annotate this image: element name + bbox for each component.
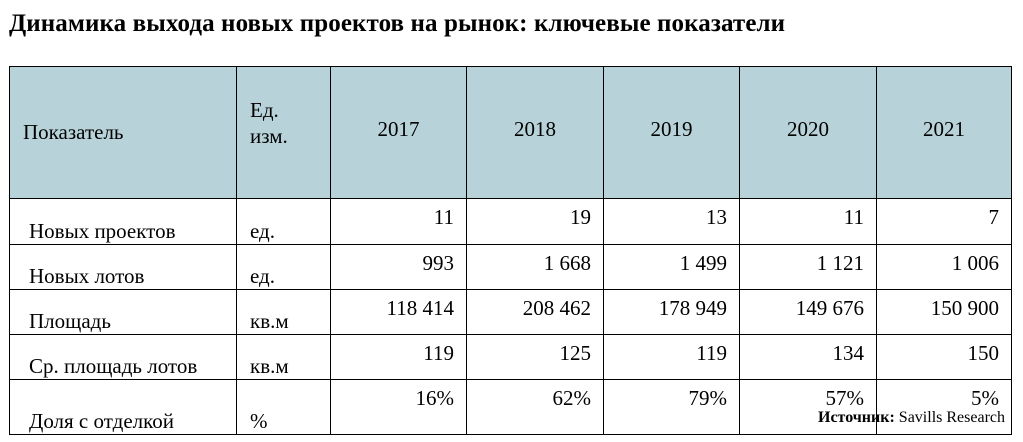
row-name: Новых лотов bbox=[9, 244, 237, 290]
header-unit-line1: Ед. bbox=[250, 97, 279, 122]
cell-value: 11 bbox=[330, 198, 467, 245]
cell-value: 1 668 bbox=[466, 244, 604, 290]
cell-value: 125 bbox=[466, 334, 604, 380]
indicators-table: Показатель Ед. изм. 2017 2018 2019 2020 2… bbox=[9, 66, 1012, 435]
cell-value: 118 414 bbox=[330, 289, 467, 335]
cell-value: 1 006 bbox=[876, 244, 1012, 290]
row-name: Ср. площадь лотов bbox=[9, 334, 237, 380]
table-header-row: Показатель Ед. изм. 2017 2018 2019 2020 2… bbox=[9, 66, 1012, 199]
row-unit: % bbox=[236, 379, 331, 435]
header-year-2017: 2017 bbox=[330, 66, 467, 199]
table-row: Ср. площадь лотов кв.м 119 125 119 134 1… bbox=[9, 334, 1012, 380]
header-year-2021: 2021 bbox=[876, 66, 1012, 199]
table-row: Новых лотов ед. 993 1 668 1 499 1 121 1 … bbox=[9, 244, 1012, 290]
cell-value: 134 bbox=[739, 334, 877, 380]
cell-value: 178 949 bbox=[603, 289, 740, 335]
cell-value: 1 499 bbox=[603, 244, 740, 290]
cell-value: 7 bbox=[876, 198, 1012, 245]
cell-value: 1 121 bbox=[739, 244, 877, 290]
table-row: Площадь кв.м 118 414 208 462 178 949 149… bbox=[9, 289, 1012, 335]
cell-value: 19 bbox=[466, 198, 604, 245]
cell-value: 150 900 bbox=[876, 289, 1012, 335]
header-unit: Ед. изм. bbox=[236, 66, 331, 199]
source-note: Источник: Savills Research bbox=[818, 409, 1005, 427]
row-name: Доля с отделкой bbox=[9, 379, 237, 435]
source-label: Источник: bbox=[818, 409, 895, 426]
header-year-2018: 2018 bbox=[466, 66, 604, 199]
table-row: Доля с отделкой % 16% 62% 79% 57% 5% bbox=[9, 379, 1012, 435]
row-unit: ед. bbox=[236, 198, 331, 245]
header-unit-line2: изм. bbox=[250, 123, 288, 148]
header-year-2019: 2019 bbox=[603, 66, 740, 199]
cell-value: 16% bbox=[330, 379, 467, 435]
cell-value: 993 bbox=[330, 244, 467, 290]
header-year-2020: 2020 bbox=[739, 66, 877, 199]
row-unit: ед. bbox=[236, 244, 331, 290]
row-name: Площадь bbox=[9, 289, 237, 335]
cell-value: 150 bbox=[876, 334, 1012, 380]
table-row: Новых проектов ед. 11 19 13 11 7 bbox=[9, 198, 1012, 245]
source-text: Savills Research bbox=[898, 409, 1005, 426]
header-indicator: Показатель bbox=[9, 66, 237, 199]
cell-value: 13 bbox=[603, 198, 740, 245]
row-name: Новых проектов bbox=[9, 198, 237, 245]
cell-value: 149 676 bbox=[739, 289, 877, 335]
row-unit: кв.м bbox=[236, 289, 331, 335]
cell-value: 119 bbox=[330, 334, 467, 380]
cell-value: 208 462 bbox=[466, 289, 604, 335]
cell-value: 57% bbox=[739, 379, 877, 435]
cell-value: 62% bbox=[466, 379, 604, 435]
cell-value: 119 bbox=[603, 334, 740, 380]
cell-value: 79% bbox=[603, 379, 740, 435]
cell-value: 5% bbox=[876, 379, 1012, 435]
cell-value: 11 bbox=[739, 198, 877, 245]
page-title: Динамика выхода новых проектов на рынок:… bbox=[9, 10, 786, 37]
row-unit: кв.м bbox=[236, 334, 331, 380]
